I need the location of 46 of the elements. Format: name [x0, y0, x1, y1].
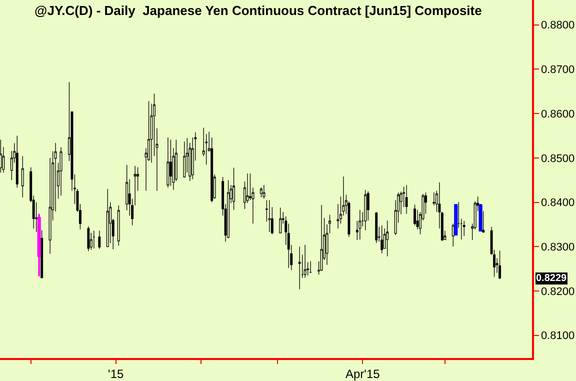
candlestick — [380, 225, 384, 254]
y-tick-label: 0.8700 — [540, 64, 575, 76]
candlestick — [37, 212, 41, 278]
candlestick — [117, 205, 120, 246]
candlestick — [183, 141, 186, 178]
candlestick — [386, 220, 389, 257]
y-tick-label: 0.8200 — [540, 286, 575, 298]
y-tick-label: 0.8400 — [540, 197, 575, 210]
y-tick-label: 0.8300 — [540, 242, 575, 254]
candlestick — [304, 244, 306, 278]
candlestick — [87, 226, 90, 252]
candlestick — [364, 190, 367, 231]
y-tick-label: 0.8100 — [540, 330, 575, 342]
candlestick — [92, 230, 96, 249]
chart-title: @JY.C(D) - Daily Japanese Yen Continuous Contract [Jun15] Composite — [34, 2, 482, 18]
candlestick — [166, 137, 170, 188]
candlestick — [375, 212, 378, 244]
candlestick — [478, 203, 482, 232]
candlestick — [106, 188, 109, 248]
candlestick — [279, 207, 282, 234]
candlestick — [16, 135, 18, 188]
candlestick — [21, 156, 24, 198]
candlestick — [358, 210, 362, 240]
candlestick — [262, 184, 266, 200]
x-tick-label: '15 — [108, 367, 124, 381]
candlestick — [40, 230, 44, 279]
y-tick-label: 0.8800 — [540, 20, 575, 32]
candlestick — [320, 204, 323, 272]
candlestick — [498, 250, 502, 280]
candlestick — [169, 139, 172, 186]
candlestick — [414, 204, 416, 226]
y-tick-label: 0.8600 — [540, 108, 575, 120]
x-tick-label: Apr'15 — [346, 367, 380, 381]
candlestick — [298, 246, 301, 290]
candlestick — [268, 200, 271, 232]
candlestick — [227, 180, 230, 239]
candlestick — [309, 260, 312, 274]
candlestick — [260, 187, 262, 198]
candlestick — [98, 230, 101, 250]
candlestick — [482, 210, 485, 234]
candlestick — [232, 167, 236, 210]
candlestick — [405, 184, 408, 214]
text: 0.8229 — [536, 273, 568, 284]
candlestick — [60, 146, 62, 196]
candlestick — [462, 220, 466, 236]
y-tick-label: 0.8500 — [540, 152, 575, 165]
